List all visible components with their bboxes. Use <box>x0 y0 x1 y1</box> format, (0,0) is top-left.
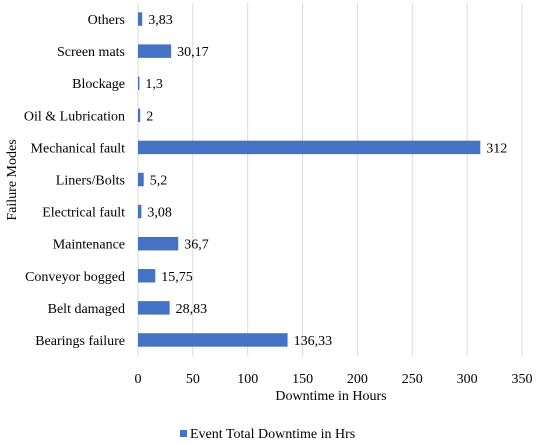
category-label: Maintenance <box>53 238 125 253</box>
category-labels: Bearings failure Belt damaged Conveyor bog… <box>24 13 125 349</box>
category-label: Oil & Lubrication <box>24 109 125 124</box>
bar <box>138 172 144 187</box>
x-tick-label: 150 <box>292 372 313 387</box>
data-label: 136,33 <box>294 334 333 349</box>
bar <box>138 76 140 90</box>
x-tick-label: 350 <box>512 372 533 387</box>
category-label: Screen mats <box>57 45 125 60</box>
bar <box>138 44 172 58</box>
data-label: 3,83 <box>148 13 173 28</box>
data-label: 28,83 <box>176 302 208 317</box>
y-axis-title: Failure Modes <box>5 139 20 220</box>
data-label: 30,17 <box>177 45 209 60</box>
category-label: Liners/Bolts <box>56 174 125 189</box>
data-label: 312 <box>486 141 507 156</box>
x-tick-labels: 0 50 100 150 200 250 300 350 <box>135 372 533 387</box>
data-label: 3,08 <box>147 206 172 221</box>
legend-swatch <box>180 430 187 437</box>
bar <box>138 333 288 347</box>
data-label: 2 <box>146 109 153 124</box>
category-label: Mechanical fault <box>31 141 126 156</box>
category-label: Bearings failure <box>35 334 125 349</box>
data-label: 1,3 <box>145 77 163 92</box>
x-tick-label: 0 <box>135 372 142 387</box>
category-label: Belt damaged <box>48 302 125 317</box>
legend-label: Event Total Downtime in Hrs <box>190 427 355 442</box>
bars <box>138 12 481 347</box>
x-tick-label: 100 <box>237 372 258 387</box>
x-tick-label: 300 <box>457 372 478 387</box>
bar <box>138 108 141 123</box>
category-label: Blockage <box>72 77 125 92</box>
x-tick-label: 250 <box>402 372 423 387</box>
bar <box>138 12 143 26</box>
category-label: Electrical fault <box>42 206 125 221</box>
x-tick-label: 50 <box>186 372 200 387</box>
category-label: Others <box>88 13 125 28</box>
bar <box>138 204 142 219</box>
bar <box>138 140 481 155</box>
data-labels: 136,33 28,83 15,75 36,7 3,08 5,2 312 2 1,3 30,17 3… <box>145 13 507 349</box>
x-tick-label: 200 <box>347 372 368 387</box>
bar <box>138 236 179 251</box>
data-label: 36,7 <box>184 238 209 253</box>
bar <box>138 269 156 283</box>
legend: Event Total Downtime in Hrs <box>180 427 355 442</box>
data-label: 15,75 <box>161 270 193 285</box>
category-label: Conveyor bogged <box>25 270 125 285</box>
x-axis-title: Downtime in Hours <box>275 389 386 404</box>
bar <box>138 301 170 315</box>
data-label: 5,2 <box>150 174 168 189</box>
gridlines <box>137 3 523 356</box>
